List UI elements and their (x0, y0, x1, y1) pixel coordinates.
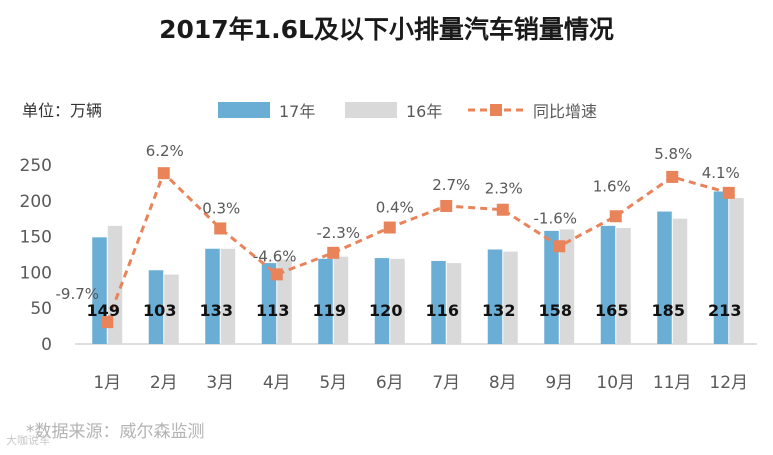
chart-title: 2017年1.6L及以下小排量汽车销量情况 (159, 15, 614, 44)
bar-16 (220, 248, 236, 344)
x-tick-label: 5月 (319, 373, 347, 393)
bar-value-label: 165 (595, 301, 628, 320)
x-tick-label: 9月 (545, 373, 573, 393)
bar-17 (205, 248, 220, 344)
growth-point (270, 268, 283, 281)
bar-17 (148, 270, 164, 344)
bar-16 (164, 274, 179, 344)
bar-17 (544, 230, 559, 344)
bar-17 (600, 225, 616, 344)
growth-label: -4.6% (253, 247, 297, 265)
x-tick-label: 6月 (376, 373, 404, 393)
bar-value-label: 133 (200, 301, 233, 320)
growth-point (553, 240, 566, 253)
bar-16 (503, 251, 518, 344)
bar-16 (107, 225, 123, 344)
legend-marker-growth (490, 104, 502, 116)
bar-17 (657, 211, 672, 344)
growth-label: 2.7% (432, 176, 470, 194)
growth-label: 6.2% (146, 142, 184, 160)
growth-label: 0.3% (202, 199, 240, 217)
watermark: 大咖说车 (6, 434, 50, 447)
growth-point (157, 167, 170, 180)
y-tick-label: 150 (20, 228, 52, 248)
growth-label: 4.1% (702, 164, 740, 182)
bar-value-label: 132 (482, 301, 515, 320)
legend: 17年 16年 同比增速 (218, 102, 597, 121)
y-tick-label: 50 (30, 299, 52, 319)
growth-point (609, 210, 622, 223)
legend-swatch-16 (345, 102, 397, 118)
growth-point (722, 186, 735, 199)
x-tick-label: 10月 (596, 373, 635, 393)
x-tick-label: 8月 (489, 373, 517, 393)
growth-point (666, 170, 679, 183)
x-tick-label: 12月 (709, 373, 748, 393)
bar-value-label: 116 (426, 301, 459, 320)
growth-label: 1.6% (593, 177, 631, 195)
x-tick-label: 7月 (432, 373, 460, 393)
source-note: *数据来源：威尔森监测 (26, 422, 205, 442)
x-tick-label: 11月 (653, 373, 692, 393)
y-tick-label: 100 (20, 263, 52, 283)
x-tick-label: 3月 (206, 373, 234, 393)
growth-label: 5.8% (654, 145, 692, 163)
bar-value-label: 119 (313, 301, 346, 320)
bar-value-label: 120 (369, 301, 402, 320)
x-tick-label: 2月 (150, 373, 178, 393)
bar-17 (261, 263, 277, 344)
growth-point (101, 316, 114, 329)
bar-value-label: 158 (539, 301, 572, 320)
legend-label-growth: 同比增速 (533, 102, 597, 121)
bar-value-label: 113 (256, 301, 289, 320)
legend-label-17: 17年 (279, 102, 315, 121)
growth-label: 2.3% (485, 180, 523, 198)
bar-16 (672, 218, 688, 344)
bar-16 (729, 197, 744, 344)
growth-label: -1.6% (533, 209, 577, 227)
bar-16 (616, 228, 631, 344)
bar-16 (277, 259, 292, 344)
x-tick-label: 4月 (263, 373, 291, 393)
bar-17 (318, 258, 333, 344)
growth-point (496, 203, 509, 216)
bar-17 (713, 191, 729, 344)
growth-point (383, 221, 396, 234)
growth-point (327, 246, 340, 259)
bar-value-label: 103 (143, 301, 176, 320)
bar-value-label: 185 (652, 301, 685, 320)
bar-17 (374, 258, 390, 344)
bar-16 (559, 229, 575, 344)
bar-16 (333, 256, 349, 344)
legend-label-16: 16年 (406, 102, 442, 121)
y-tick-label: 200 (20, 192, 52, 212)
bar-value-label: 149 (87, 301, 120, 320)
y-tick-label: 250 (20, 156, 52, 176)
bar-16 (446, 263, 462, 344)
growth-line (105, 170, 730, 323)
x-tick-label: 1月 (93, 373, 121, 393)
growth-point (214, 222, 227, 235)
y-tick-label: 0 (41, 335, 52, 355)
unit-label: 单位：万辆 (22, 101, 103, 120)
bar-value-label: 213 (708, 301, 741, 320)
growth-point (440, 199, 453, 212)
bar-17 (431, 260, 446, 344)
growth-label: -9.7% (55, 285, 99, 303)
growth-label: -2.3% (316, 224, 360, 242)
legend-swatch-17 (218, 102, 270, 118)
growth-label: 0.4% (376, 199, 414, 217)
bar-16 (390, 258, 405, 344)
bar-17 (487, 249, 503, 344)
